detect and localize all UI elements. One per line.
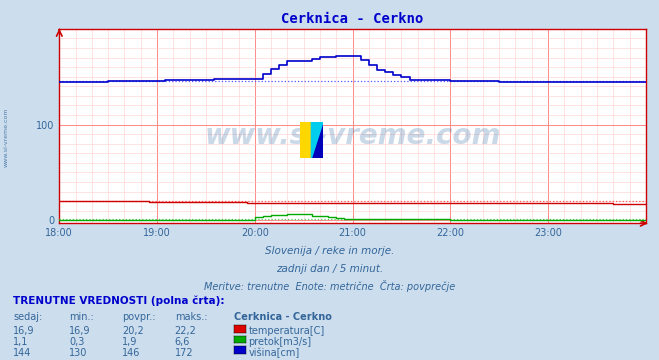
Text: pretok[m3/s]: pretok[m3/s] (248, 337, 312, 347)
Text: Meritve: trenutne  Enote: metrične  Črta: povprečje: Meritve: trenutne Enote: metrične Črta: … (204, 280, 455, 292)
Text: sedaj:: sedaj: (13, 312, 42, 323)
Polygon shape (312, 122, 323, 158)
Text: povpr.:: povpr.: (122, 312, 156, 323)
Text: Cerknica - Cerkno: Cerknica - Cerkno (234, 312, 332, 323)
Text: TRENUTNE VREDNOSTI (polna črta):: TRENUTNE VREDNOSTI (polna črta): (13, 296, 225, 306)
Polygon shape (312, 122, 323, 158)
Text: 146: 146 (122, 348, 140, 358)
Text: 1,9: 1,9 (122, 337, 137, 347)
Text: 172: 172 (175, 348, 193, 358)
Text: www.si-vreme.com: www.si-vreme.com (4, 107, 9, 167)
Text: 144: 144 (13, 348, 32, 358)
Text: temperatura[C]: temperatura[C] (248, 326, 325, 336)
Text: 130: 130 (69, 348, 88, 358)
Bar (300, 122, 312, 158)
Text: 6,6: 6,6 (175, 337, 190, 347)
Text: 16,9: 16,9 (69, 326, 91, 336)
Text: min.:: min.: (69, 312, 94, 323)
Text: 0,3: 0,3 (69, 337, 84, 347)
Text: maks.:: maks.: (175, 312, 207, 323)
Text: 22,2: 22,2 (175, 326, 196, 336)
Text: 20,2: 20,2 (122, 326, 144, 336)
Text: Slovenija / reke in morje.: Slovenija / reke in morje. (265, 246, 394, 256)
Text: www.si-vreme.com: www.si-vreme.com (204, 122, 501, 150)
Title: Cerknica - Cerkno: Cerknica - Cerkno (281, 12, 424, 26)
Text: 1,1: 1,1 (13, 337, 28, 347)
Text: višina[cm]: višina[cm] (248, 347, 300, 358)
Text: zadnji dan / 5 minut.: zadnji dan / 5 minut. (276, 264, 383, 274)
Text: 16,9: 16,9 (13, 326, 35, 336)
